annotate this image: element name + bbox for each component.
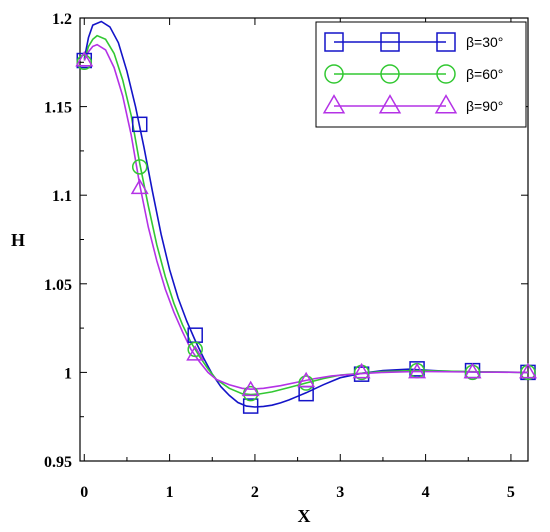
data-point-series-3 (241, 380, 260, 397)
legend-marker-3 (378, 94, 402, 114)
data-point-series-3 (130, 178, 149, 195)
x-tick-label: 5 (507, 484, 515, 501)
data-point-series-3 (297, 371, 316, 388)
data-point-series-3 (408, 362, 427, 379)
x-tick-label: 1 (166, 484, 174, 501)
y-tick-label: 0.95 (44, 454, 72, 471)
axis-tick-labels: 0 1 2 3 4 5 0.95 1 1.05 1.1 1.15 1.2 (44, 11, 515, 501)
y-tick-label: 1.15 (44, 100, 72, 117)
y-axis-label: H (11, 230, 25, 250)
y-tick-label: 1 (64, 365, 72, 382)
series-lines (83, 20, 529, 408)
data-point-series-1 (242, 398, 259, 414)
data-point-series-3 (186, 345, 205, 361)
series-line-3 (83, 43, 529, 391)
legend-marker-2 (436, 64, 456, 84)
y-tick-label: 1.2 (52, 11, 72, 28)
data-point-series-2 (187, 341, 203, 358)
legend-marker-2 (380, 64, 400, 84)
legend-marker-1 (436, 32, 456, 52)
x-tick-label: 2 (251, 484, 259, 501)
data-point-series-3 (75, 50, 94, 67)
legend-label-1: β=30° (466, 34, 503, 50)
legend-marker-2 (324, 64, 344, 84)
data-point-series-1 (131, 116, 148, 133)
plot-area: 0 1 2 3 4 5 0.95 1 1.05 1.1 1.15 1.2 (44, 11, 538, 501)
legend-label-2: β=60° (466, 66, 503, 82)
data-point-series-2 (131, 159, 148, 175)
data-point-series-3 (518, 362, 538, 379)
legend-marker-1 (380, 32, 400, 52)
y-tick-label: 1.05 (44, 277, 72, 294)
legend-label-3: β=90° (466, 98, 503, 114)
legend: β=30° β=60° β=90° (315, 21, 527, 128)
series-markers (75, 50, 538, 414)
legend-marker-3 (434, 94, 458, 114)
x-axis-label: X (298, 506, 311, 526)
y-tick-label: 1.1 (52, 188, 72, 205)
legend-marker-3 (322, 94, 346, 114)
legend-marker-1 (324, 32, 344, 52)
data-point-series-3 (463, 362, 482, 379)
data-point-series-3 (352, 362, 371, 379)
x-tick-label: 0 (80, 484, 88, 501)
x-tick-label: 3 (336, 484, 344, 501)
data-point-series-2 (76, 54, 93, 71)
x-tick-label: 4 (422, 484, 430, 501)
data-point-series-2 (298, 375, 314, 391)
